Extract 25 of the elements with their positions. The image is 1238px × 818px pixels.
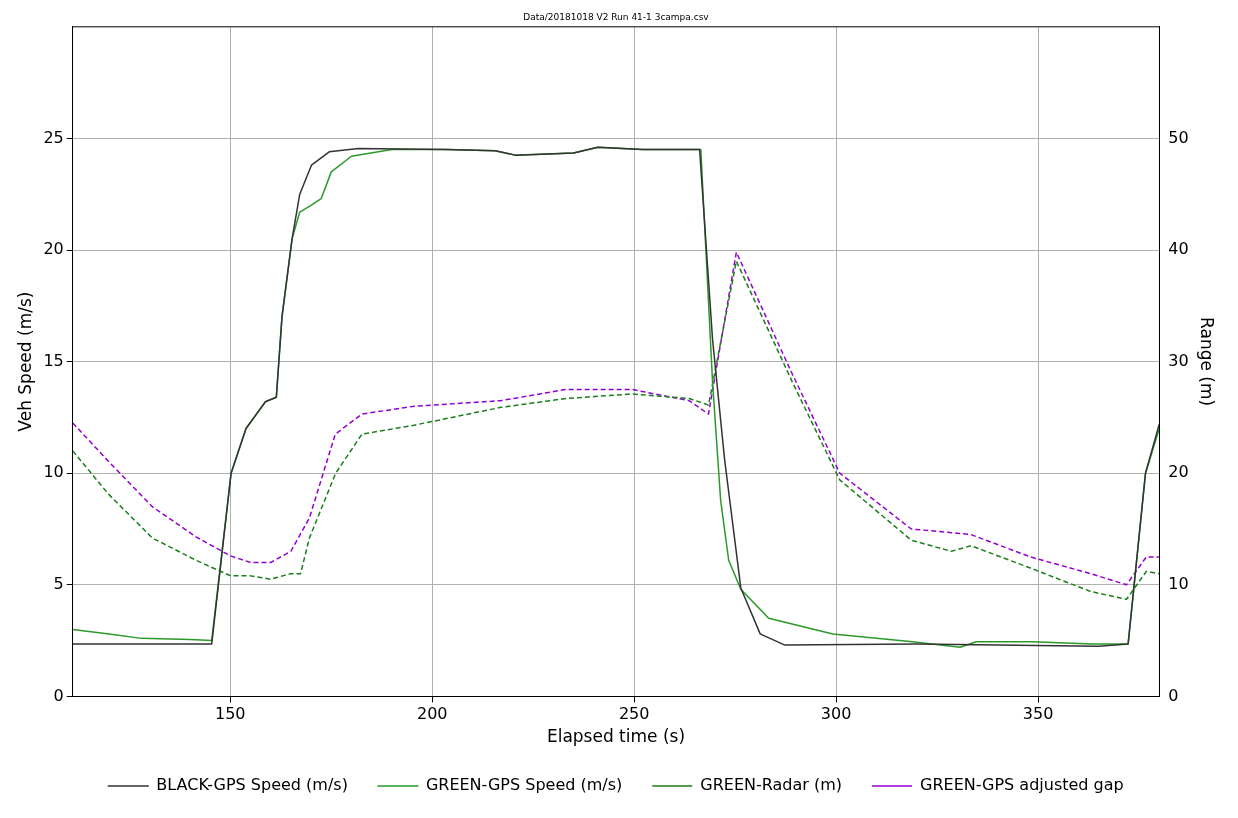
y2-tick-label: 40: [1168, 239, 1189, 259]
x-tick-label: 350: [1022, 704, 1054, 724]
y-tick-label: 5: [53, 573, 64, 593]
y-tick-label: 20: [43, 239, 64, 259]
legend-label: BLACK-GPS Speed (m/s): [156, 775, 348, 795]
legend-label: GREEN-GPS Speed (m/s): [425, 775, 623, 795]
x-tick-label: 250: [618, 704, 650, 724]
y-tick-label: 0: [53, 685, 64, 705]
y-tick-label: 25: [43, 127, 64, 147]
y2-tick-label: 10: [1168, 573, 1189, 593]
y-tick-label: 10: [43, 462, 64, 482]
x-tick-label: 200: [416, 704, 448, 724]
y2-tick-label: 50: [1168, 127, 1189, 147]
y2-axis-title: Range (m): [1197, 317, 1218, 407]
x-tick-label: 300: [820, 704, 852, 724]
x-tick-label: 150: [215, 704, 246, 724]
x-axis-title: Elapsed time (s): [546, 726, 686, 747]
y2-tick-label: 30: [1168, 350, 1189, 370]
legend-label: GREEN-Radar (m): [700, 775, 843, 795]
chart-title: Data/20181018 V2 Run 41-1 3campa.csv: [523, 11, 710, 22]
legend-label: GREEN-GPS adjusted gap: [920, 775, 1124, 795]
y-axis-title: Veh Speed (m/s): [14, 291, 35, 432]
y2-tick-label: 20: [1168, 462, 1189, 482]
y-tick-label: 15: [43, 350, 64, 370]
y2-tick-label: 0: [1168, 685, 1179, 705]
